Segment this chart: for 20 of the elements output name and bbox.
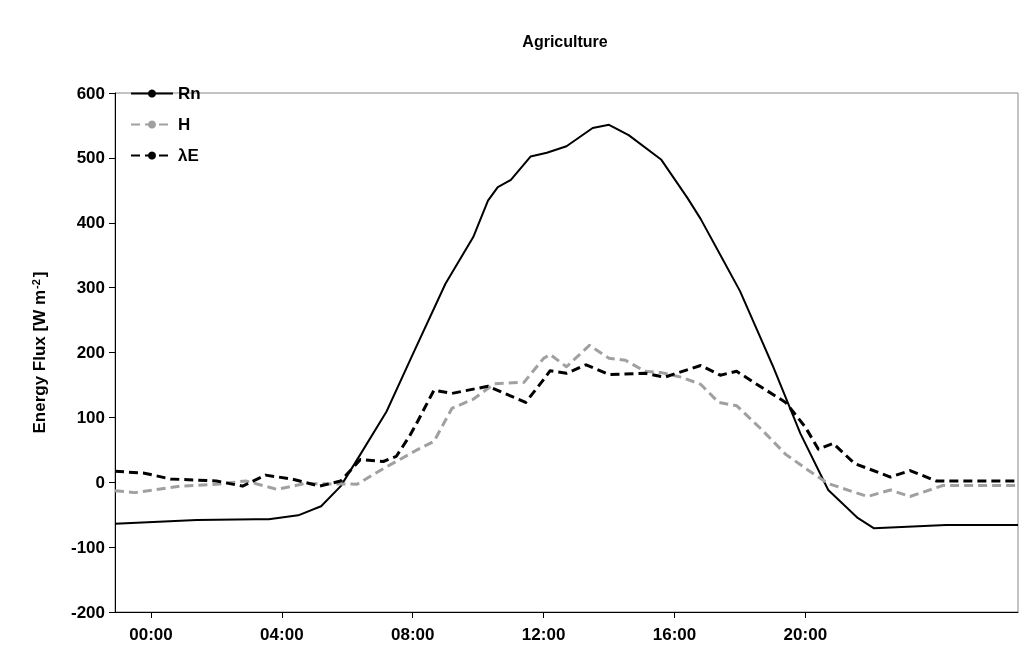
x-tick-label: 20:00 [783,625,828,644]
x-tick-label: 16:00 [652,625,697,644]
x-tick-label: 00:00 [129,625,173,644]
legend-label: Rn [178,84,201,103]
legend-label: λE [178,146,199,165]
y-tick-label: 500 [76,148,105,168]
y-tick-label: 200 [76,343,105,362]
x-tick-label: 04:00 [260,625,304,644]
y-tick-label: 100 [76,407,105,427]
y-tick-label: 300 [76,278,105,298]
y-tick-label: -200 [70,602,105,622]
y-tick-label: 600 [76,83,105,103]
y-tick-label: -100 [70,537,105,557]
legend-label: H [178,115,191,134]
x-tick-label: 12:00 [521,625,566,644]
chart-title: Agriculture [522,32,608,50]
x-tick-label: 08:00 [390,625,435,644]
y-axis-title: Energy Flux [W m-2] [29,271,49,434]
y-tick-label: 0 [95,472,105,492]
y-tick-label: 400 [76,213,105,233]
